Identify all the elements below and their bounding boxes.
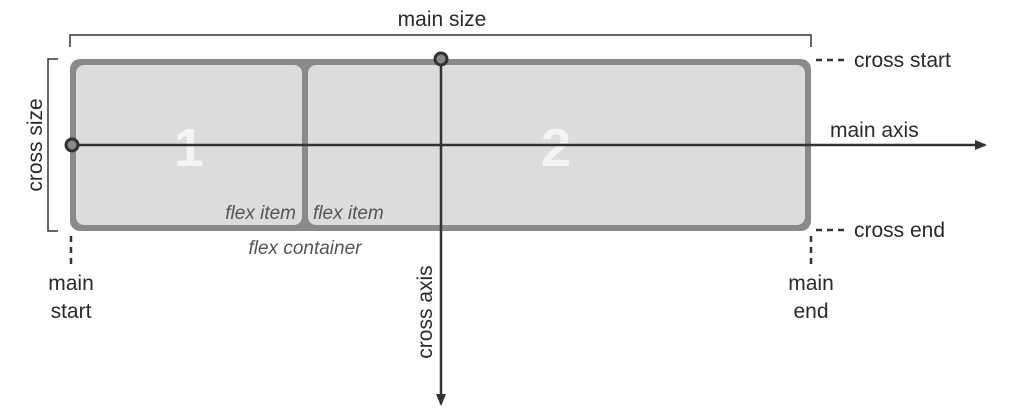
- main-start-label-line1: main: [48, 272, 94, 295]
- cross-start-label: cross start: [854, 49, 951, 72]
- flex-item-2-caption: flex item: [313, 203, 384, 224]
- flex-item-1-caption: flex item: [225, 203, 296, 224]
- main-end-label-line2: end: [793, 300, 828, 323]
- main-start-label-line2: start: [51, 300, 92, 323]
- main-size-label: main size: [398, 8, 487, 31]
- main-axis-origin-dot: [64, 137, 80, 153]
- flex-item-1-number: 1: [174, 118, 204, 178]
- cross-end-label: cross end: [854, 219, 945, 242]
- flex-container-label: flex container: [248, 238, 362, 259]
- cross-axis-origin-dot: [433, 51, 449, 67]
- cross-size-bracket: [47, 58, 58, 232]
- cross-axis-label: cross axis: [414, 265, 437, 358]
- main-axis-label: main axis: [830, 119, 919, 142]
- main-end-label-line1: main: [788, 272, 834, 295]
- cross-size-label: cross size: [24, 98, 47, 191]
- flex-item-2-number: 2: [541, 118, 571, 178]
- main-size-bracket: [69, 34, 812, 47]
